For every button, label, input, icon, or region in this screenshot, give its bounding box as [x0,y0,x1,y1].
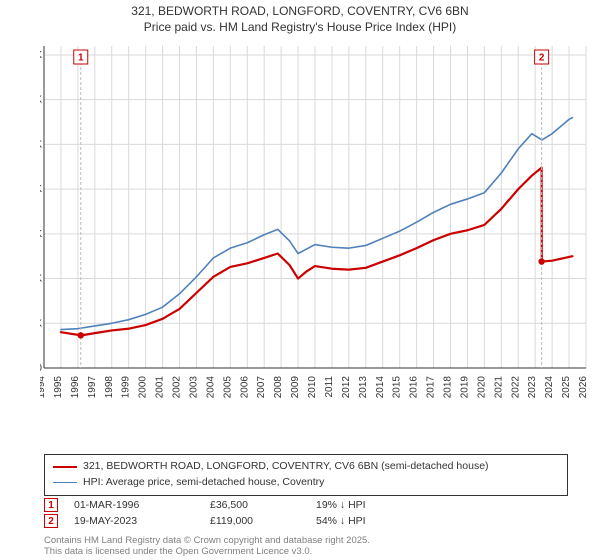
svg-text:2002: 2002 [172,376,183,399]
sale-price: £119,000 [210,515,300,527]
legend-row: HPI: Average price, semi-detached house,… [53,475,559,491]
svg-text:2001: 2001 [155,376,166,399]
svg-text:2026: 2026 [578,376,589,399]
svg-text:£250K: £250K [40,139,42,150]
svg-text:2000: 2000 [138,376,149,399]
sale-price: £36,500 [210,499,300,511]
svg-text:2013: 2013 [358,376,369,399]
svg-text:2006: 2006 [239,376,250,399]
svg-text:2015: 2015 [392,376,403,399]
svg-text:£350K: £350K [40,50,42,61]
sale-date: 01-MAR-1996 [74,499,194,511]
chart-container: 321, BEDWORTH ROAD, LONGFORD, COVENTRY, … [0,0,600,560]
chart-svg: £0 £50K £100K £150K £200K £250K £300K £350K 1994… [40,42,590,418]
svg-text:1998: 1998 [104,376,115,399]
legend-row: 321, BEDWORTH ROAD, LONGFORD, COVENTRY, … [53,459,559,475]
sale-diff: 19% ↓ HPI [316,499,436,511]
sale-row: 2 19-MAY-2023 £119,000 54% ↓ HPI [44,514,568,528]
title-block: 321, BEDWORTH ROAD, LONGFORD, COVENTRY, … [0,0,600,35]
title-line-1: 321, BEDWORTH ROAD, LONGFORD, COVENTRY, … [0,4,600,20]
chart-area: £0 £50K £100K £150K £200K £250K £300K £350K 1994… [40,42,590,418]
svg-text:2022: 2022 [510,376,521,399]
svg-text:2003: 2003 [188,376,199,399]
svg-text:2016: 2016 [409,376,420,399]
svg-text:1: 1 [78,53,84,64]
legend-label: 321, BEDWORTH ROAD, LONGFORD, COVENTRY, … [83,459,489,475]
svg-text:2004: 2004 [205,376,216,399]
svg-text:2005: 2005 [222,376,233,399]
svg-text:£200K: £200K [40,184,42,195]
svg-text:2009: 2009 [290,376,301,399]
svg-text:1994: 1994 [40,376,47,399]
svg-text:2018: 2018 [443,376,454,399]
svg-text:2: 2 [539,53,545,64]
title-line-2: Price paid vs. HM Land Registry's House … [0,20,600,36]
svg-text:1999: 1999 [121,376,132,399]
svg-text:1996: 1996 [70,376,81,399]
svg-text:1995: 1995 [53,376,64,399]
svg-text:2019: 2019 [459,376,470,399]
svg-text:2008: 2008 [273,376,284,399]
svg-text:2021: 2021 [493,376,504,399]
legend-label: HPI: Average price, semi-detached house,… [83,475,324,491]
sale-row: 1 01-MAR-1996 £36,500 19% ↓ HPI [44,498,568,512]
legend-swatch [53,466,77,468]
sales-block: 1 01-MAR-1996 £36,500 19% ↓ HPI 2 19-MAY-2023… [44,496,568,528]
legend-box: 321, BEDWORTH ROAD, LONGFORD, COVENTRY, … [44,454,568,496]
svg-text:2017: 2017 [426,376,437,399]
sale-diff: 54% ↓ HPI [316,515,436,527]
sale-date: 19-MAY-2023 [74,515,194,527]
svg-text:£300K: £300K [40,95,42,106]
svg-text:£50K: £50K [40,318,42,329]
legend-swatch [53,482,77,483]
svg-text:£150K: £150K [40,229,42,240]
sale-marker-icon: 1 [44,498,58,512]
svg-text:2020: 2020 [476,376,487,399]
svg-text:2025: 2025 [561,376,572,399]
svg-text:2007: 2007 [256,376,267,399]
svg-text:2011: 2011 [324,376,335,398]
svg-text:2010: 2010 [307,376,318,399]
svg-text:£0: £0 [40,363,42,374]
footer-note: Contains HM Land Registry data © Crown c… [44,536,584,558]
footer-line-2: This data is licensed under the Open Gov… [44,547,584,558]
svg-text:2024: 2024 [544,376,555,399]
svg-text:£100K: £100K [40,274,42,285]
svg-text:2014: 2014 [375,376,386,399]
sale-marker-icon: 2 [44,514,58,528]
svg-text:2012: 2012 [341,376,352,399]
svg-text:1997: 1997 [87,376,98,399]
svg-text:2023: 2023 [527,376,538,399]
